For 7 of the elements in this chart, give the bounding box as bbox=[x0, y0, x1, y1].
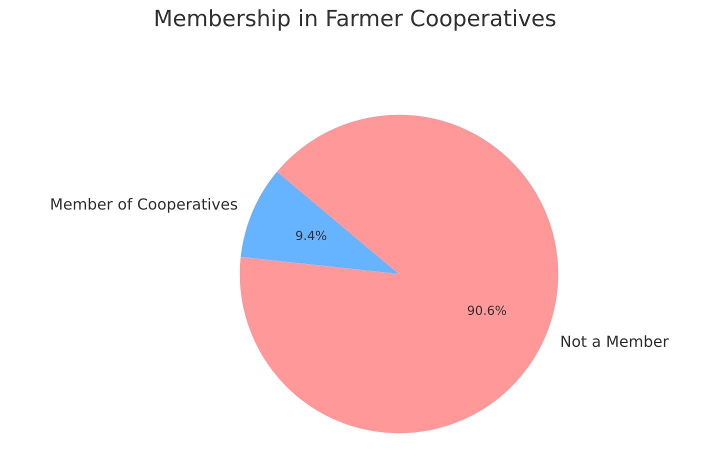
pie-slice bbox=[240, 172, 399, 274]
data-label: 90.6% bbox=[468, 306, 506, 316]
slice-label: Not a Member bbox=[562, 335, 669, 348]
data-label: 9.4% bbox=[296, 230, 326, 240]
chart-title: Membership in Farmer Cooperatives bbox=[156, 9, 556, 31]
slice-label: Member of Cooperatives bbox=[51, 198, 238, 213]
pie-slice bbox=[240, 114, 558, 434]
